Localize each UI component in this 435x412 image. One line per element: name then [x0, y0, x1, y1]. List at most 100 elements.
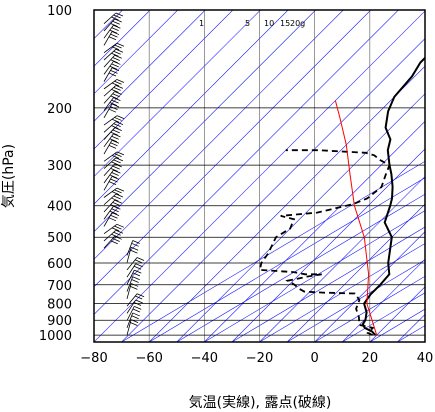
wind-barb	[103, 103, 120, 119]
isotherm-line	[94, 10, 178, 95]
wind-barb-feather	[111, 82, 120, 87]
x-tick-label: −60	[135, 351, 162, 366]
y-tick-label: 200	[47, 102, 72, 117]
wind-barb-staff	[103, 127, 116, 140]
wind-barb-feather	[110, 240, 118, 245]
wind-barb-feather	[109, 138, 118, 143]
wind-barb	[103, 199, 122, 213]
wind-barb-feather	[115, 48, 124, 53]
wind-barb-feather	[113, 87, 121, 91]
wind-barb	[126, 319, 139, 336]
wind-barb-feather	[111, 89, 119, 93]
y-tick-label: 700	[47, 279, 72, 294]
wind-barb	[103, 151, 125, 162]
wind-barb	[126, 257, 145, 271]
wind-barb-feather	[113, 61, 121, 65]
wind-barb-feather	[135, 295, 143, 300]
wind-barb-staff	[103, 103, 113, 119]
wind-barb-feather	[113, 169, 121, 174]
wind-barb-feather	[113, 14, 121, 19]
wind-barb-staff	[103, 212, 113, 227]
y-tick-label: 100	[47, 4, 72, 19]
wind-barb-feather	[111, 161, 119, 166]
wind-barb-feather	[114, 54, 122, 59]
wind-barb	[103, 212, 120, 227]
wind-barb-feather	[114, 163, 122, 168]
wind-barb-feather	[112, 238, 120, 242]
wind-barb	[103, 121, 124, 133]
y-tick-label: 800	[47, 298, 72, 313]
wind-barb-feather	[135, 263, 143, 268]
wind-barb	[126, 299, 143, 314]
wind-barb-feather	[114, 117, 122, 121]
wind-barb-feather	[111, 197, 119, 202]
mixing-ratio-line	[176, 193, 425, 342]
wind-barb-feather	[111, 63, 119, 68]
plot-frame	[93, 9, 426, 343]
wind-barb	[103, 193, 124, 206]
wind-barb-feather	[112, 129, 120, 134]
wind-barb-feather	[110, 214, 118, 219]
wind-barb-feather	[111, 31, 120, 35]
wind-barb-feather	[111, 99, 119, 104]
wind-barb-feather	[114, 91, 122, 95]
wind-barb-feather	[110, 106, 118, 110]
wind-barb-feather	[113, 97, 121, 102]
wind-barb	[103, 139, 120, 155]
wind-barb	[103, 91, 122, 104]
wind-barb-feather	[111, 125, 119, 130]
wind-barb	[103, 176, 120, 191]
wind-barb-feather	[134, 306, 142, 310]
wind-barb-feather	[110, 142, 118, 147]
mixing-ratio-line	[342, 292, 425, 342]
isotherm-line	[94, 10, 289, 205]
wind-barb	[103, 127, 122, 140]
wind-barb-staff	[126, 247, 132, 263]
wind-barb	[103, 18, 122, 32]
wind-barb-feather	[114, 199, 122, 204]
wind-barb-feather	[131, 315, 139, 320]
y-tick-label: 300	[47, 159, 72, 174]
isotherm-line	[94, 10, 206, 122]
wind-barb-feather	[115, 85, 124, 89]
mixing-ratio-line	[149, 177, 425, 342]
wind-barb-feather	[111, 103, 120, 108]
wind-barb-feather	[112, 20, 120, 25]
wind-barb-feather	[114, 18, 122, 23]
wind-barb	[103, 223, 125, 235]
wind-barb-feather	[132, 308, 141, 313]
tick-labels: −80 −60 −40 −20 0 20 40 100 200 300 400 500 600 700 80…	[39, 4, 433, 366]
wind-barb-feather	[116, 79, 125, 83]
x-tick-label: 40	[417, 351, 434, 366]
mixing-ratio-line	[231, 226, 425, 342]
wind-barb-feather	[108, 145, 117, 149]
wind-barb-feather	[133, 265, 142, 270]
mixing-ratio-line	[286, 259, 425, 342]
wind-barb-feather	[130, 319, 139, 324]
wind-barb-feather	[130, 285, 138, 290]
wind-barb-staff	[103, 163, 116, 177]
wind-barb-staff	[103, 54, 116, 68]
wind-barb-feather	[111, 155, 120, 159]
y-tick-label: 400	[47, 200, 72, 215]
y-tick-label: 600	[47, 257, 72, 272]
isotherm-line	[424, 341, 425, 342]
wind-barb-staff	[103, 236, 116, 249]
wind-barb-feather	[110, 178, 118, 183]
wind-barb-feather	[130, 283, 139, 287]
isotherm-line	[259, 176, 425, 342]
x-tick-label: −40	[191, 351, 218, 366]
wind-barb-feather	[111, 46, 120, 51]
wind-barb	[126, 276, 140, 292]
wind-barb-feather	[132, 276, 140, 281]
x-tick-label: −20	[246, 351, 273, 366]
wind-barb-feather	[111, 191, 120, 195]
wind-barb-feather	[109, 210, 118, 215]
wind-barb-feather	[111, 176, 120, 180]
wind-barb-feather	[108, 108, 117, 113]
wind-barb-feather	[111, 118, 120, 123]
wind-barb-feather	[115, 229, 124, 234]
wind-barb	[103, 54, 122, 68]
mixing-ratio-label: 1	[199, 19, 204, 28]
